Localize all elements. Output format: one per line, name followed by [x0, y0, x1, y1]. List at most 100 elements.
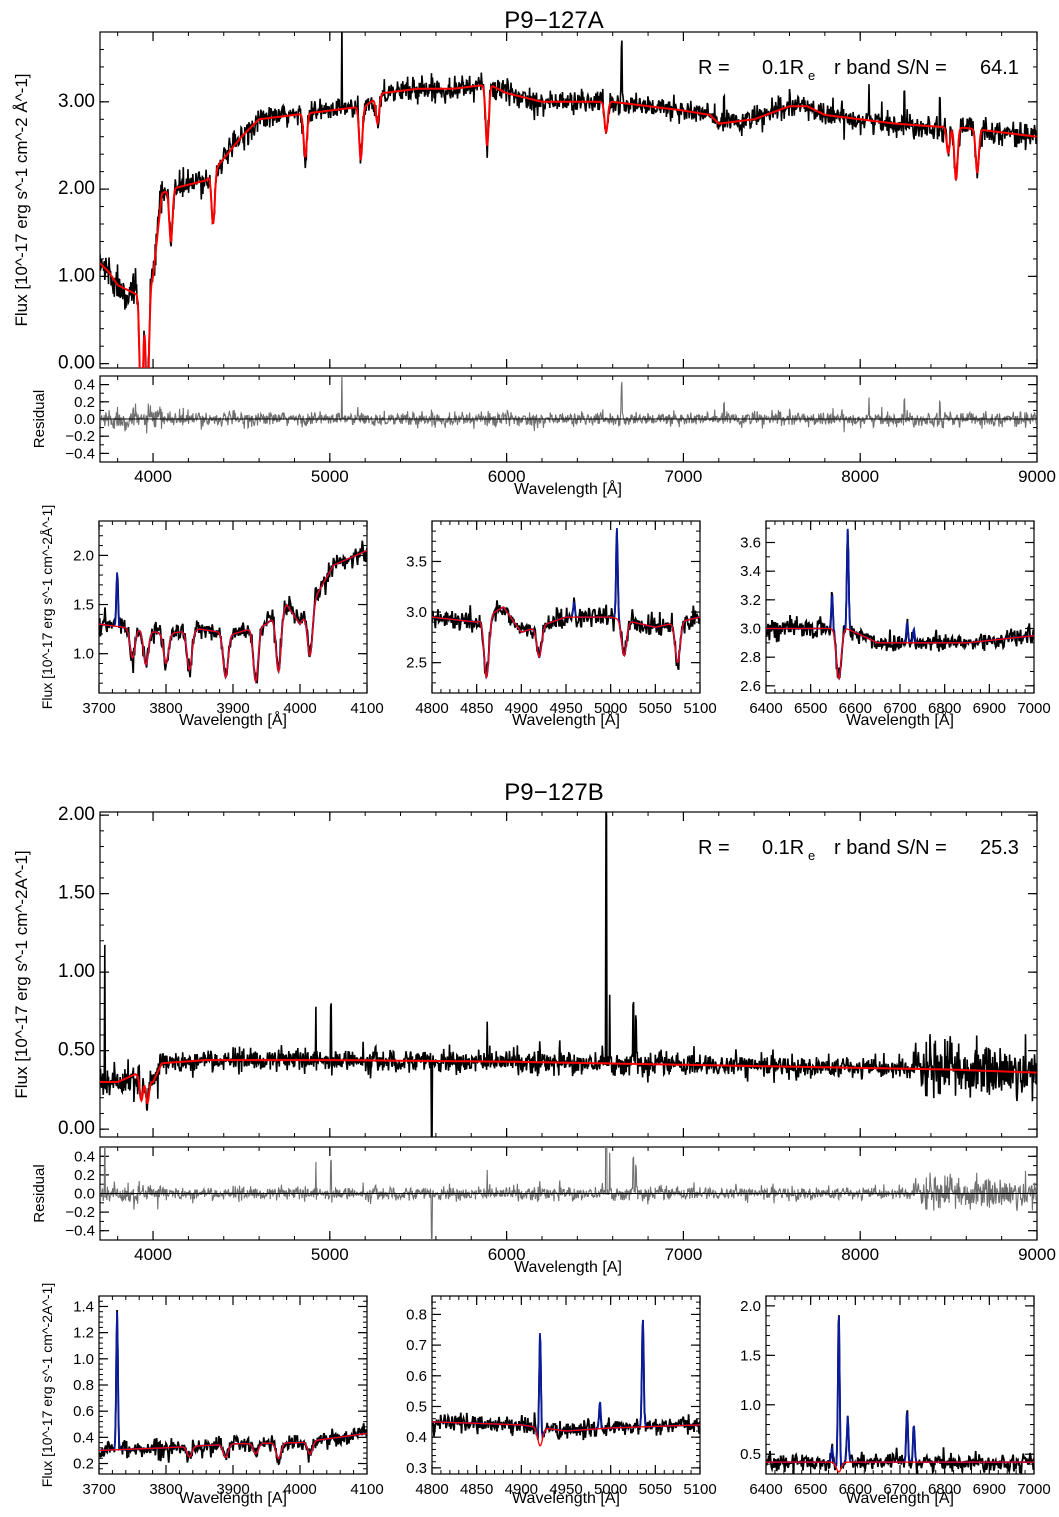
x-tick-label: 7000: [665, 1245, 703, 1264]
x-tick-label: 8000: [841, 1245, 879, 1264]
main-spectrum-plot: 0.00 1.00 2.00 3.00 Flux [10^-17 erg s^-1 cm…: [12, 31, 1038, 374]
y-tick-label: 3.4: [740, 563, 761, 580]
y-tick-label: 0.8: [406, 1306, 427, 1323]
main-y-axis-label: Flux [10^-17 erg s^-1 cm^-2A^-1]: [12, 850, 31, 1098]
main-x-axis-label: Wavelength [Å]: [514, 479, 622, 498]
y-tick-label: 0.0: [74, 1186, 95, 1203]
residual-plot: 4000 5000 6000 7000 8000 90000.40.20.0−0.2−0.…: [31, 375, 1056, 498]
y-tick-label: 1.5: [740, 1347, 761, 1364]
x-tick-label: 6700: [883, 1481, 916, 1498]
x-tick-label: 8000: [841, 467, 879, 486]
zoom-model-line: [766, 1461, 1034, 1473]
zoom-emission-fit-line: [766, 1316, 1034, 1469]
zoom-x-axis-label: Wavelength [A]: [846, 1490, 954, 1507]
zoom-x-axis-label: Wavelength [Å]: [846, 710, 954, 729]
residual-plot: 4000 5000 6000 7000 8000 90000.40.20.0−0.2−0.…: [31, 1146, 1056, 1276]
y-tick-label: 0.2: [74, 394, 95, 411]
x-tick-label: 3800: [149, 700, 182, 717]
panel-title: P9−127B: [504, 779, 603, 806]
main-x-axis-label: Wavelength [A]: [514, 1259, 622, 1276]
y-tick-label: 3.00: [58, 91, 95, 112]
y-tick-label: 0.5: [406, 1398, 427, 1415]
y-tick-label: 2.6: [740, 678, 761, 695]
y-tick-label: 1.00: [58, 961, 95, 982]
y-tick-label: 2.8: [740, 649, 761, 666]
x-tick-label: 7000: [1017, 1481, 1050, 1498]
zoom-panel-2: 4800 4850 4900 4950 5000 5050 5100 0.3 0.4 0.5 0.6…: [406, 1295, 717, 1507]
y-tick-label: 0.2: [73, 1456, 94, 1473]
x-tick-label: 9000: [1018, 467, 1056, 486]
main-spectrum-plot: 0.00 0.50 1.00 1.50 2.00 Flux [10^-17 erg s^-…: [12, 804, 1038, 1139]
x-tick-label: 4900: [505, 1481, 538, 1498]
x-tick-label: 4100: [350, 1481, 383, 1498]
x-tick-label: 6000: [488, 467, 526, 486]
zoom-observed-line: [766, 530, 1034, 679]
x-tick-label: 5000: [594, 700, 627, 717]
y-tick-label: 0.4: [74, 1148, 95, 1165]
x-tick-label: 6500: [794, 700, 827, 717]
x-tick-label: 3800: [149, 1481, 182, 1498]
y-tick-label: 1.0: [73, 646, 94, 663]
y-tick-label: 0.00: [58, 1118, 95, 1139]
zoom-panel-1: 3700 3800 3900 4000 4100 0.2 0.4 0.6 0.8 1.0 1.2 1.…: [39, 1283, 384, 1507]
x-tick-label: 4850: [460, 700, 493, 717]
model-fit-line: [100, 84, 1037, 368]
annotation-text: R = 0.1R e r band S/N = 64.1: [698, 57, 1019, 83]
zoom-model-line: [432, 1421, 700, 1447]
y-tick-label: 0.3: [406, 1460, 427, 1477]
zoom-model-line: [766, 627, 1034, 680]
y-tick-label: −0.2: [65, 1204, 95, 1221]
x-tick-label: 5050: [639, 700, 672, 717]
x-tick-label: 7000: [665, 467, 703, 486]
x-tick-label: 6900: [973, 700, 1006, 717]
y-tick-label: 0.0: [74, 411, 95, 428]
y-tick-label: 2.0: [740, 1298, 761, 1315]
y-tick-label: 1.5: [73, 597, 94, 614]
x-tick-label: 6400: [749, 1481, 782, 1498]
x-tick-label: 6900: [973, 1481, 1006, 1498]
residual-y-axis-label: Residual: [31, 1164, 48, 1222]
y-tick-label: 3.0: [740, 621, 761, 638]
sn-value: 25.3: [980, 837, 1019, 859]
spectrum-panel-B: P9−127B 0.00 0.50 1.00 1.50 2.00 Flux [10^-17 …: [12, 779, 1056, 1507]
y-tick-label: 0.6: [406, 1368, 427, 1385]
y-tick-label: 0.4: [73, 1429, 94, 1446]
radius-label: R =: [698, 837, 730, 859]
zoom-y-axis-label: Flux [10^-17 erg s^-1 cm^-2Å^-1]: [39, 505, 55, 709]
y-tick-label: 0.4: [406, 1429, 427, 1446]
zoom-observed-line: [432, 530, 700, 674]
zoom-emission-fit-line: [766, 528, 1034, 681]
y-tick-label: 0.00: [58, 353, 95, 374]
x-tick-label: 4000: [134, 467, 172, 486]
y-tick-label: 2.00: [58, 804, 95, 825]
spectrum-panel-A: P9−127A 0.00 1.00 2.00 3.00 Flux [10^-17 erg …: [12, 7, 1056, 729]
y-tick-label: −0.4: [65, 1223, 95, 1240]
x-tick-label: 4950: [549, 700, 582, 717]
annotation-text: R = 0.1R e r band S/N = 25.3: [698, 837, 1019, 863]
y-tick-label: 1.0: [73, 1351, 94, 1368]
x-tick-label: 6500: [794, 1481, 827, 1498]
sn-label: r band S/N =: [834, 837, 947, 859]
x-tick-label: 6600: [839, 700, 872, 717]
radius-label: R =: [698, 57, 730, 79]
plot-frame: [431, 1295, 701, 1475]
radius-value: 0.1R: [762, 57, 804, 79]
x-tick-label: 4800: [415, 1481, 448, 1498]
x-tick-label: 7000: [1017, 700, 1050, 717]
plot-frame: [99, 811, 1038, 1138]
main-y-axis-label: Flux [10^-17 erg s^-1 cm^-2 Å^-1]: [12, 74, 31, 327]
y-tick-label: 2.0: [73, 547, 94, 564]
x-tick-label: 6800: [928, 700, 961, 717]
zoom-model-line: [432, 606, 700, 680]
observed-spectrum-line: [100, 32, 1037, 368]
x-tick-label: 4800: [415, 700, 448, 717]
x-tick-label: 9000: [1018, 1245, 1056, 1264]
radius-subscript: e: [808, 848, 815, 863]
sn-value: 64.1: [980, 57, 1019, 79]
plot-frame: [765, 520, 1035, 694]
x-tick-label: 4950: [549, 1481, 582, 1498]
zoom-observed-line: [99, 540, 367, 684]
x-tick-label: 6000: [488, 1245, 526, 1264]
zoom-observed-line: [766, 1315, 1034, 1474]
x-tick-label: 5100: [683, 1481, 716, 1498]
